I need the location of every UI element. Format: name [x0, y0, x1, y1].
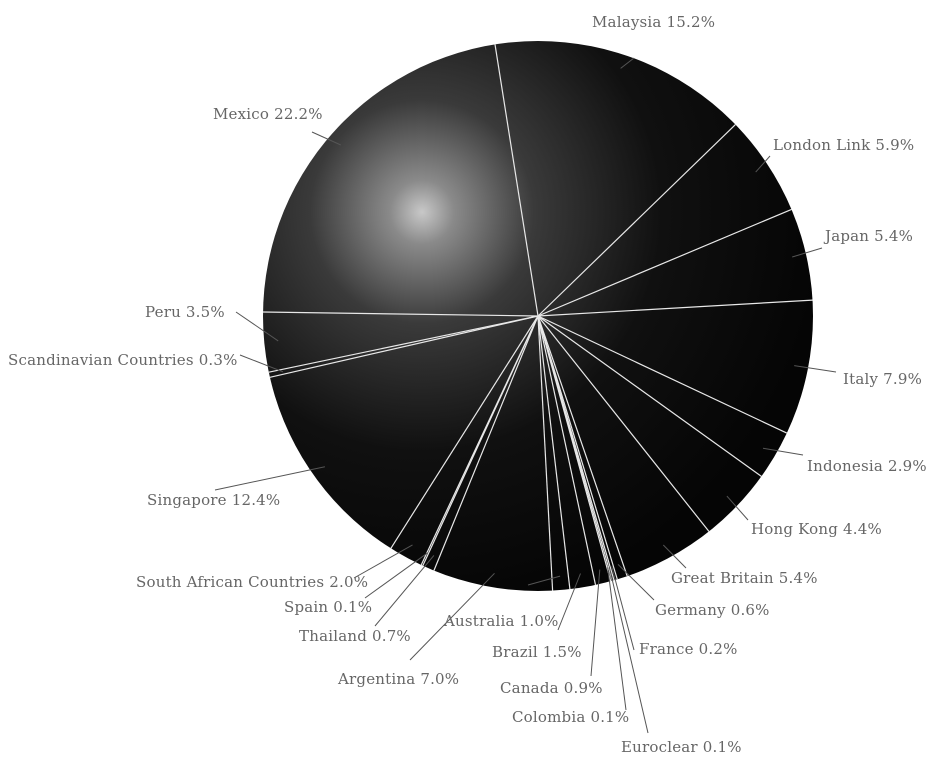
leader-colombia — [607, 567, 627, 711]
label-euroclear: Euroclear 0.1% — [621, 738, 742, 756]
leader-great-britain — [662, 544, 687, 569]
slice-dividers — [262, 44, 813, 591]
slice-germany — [537, 315, 628, 577]
slice-south-african-countries — [420, 315, 539, 566]
label-australia: Australia 1.0% — [443, 612, 559, 630]
slice-london-link — [537, 124, 736, 317]
leader-south-african-countries — [353, 544, 413, 579]
label-hong-kong: Hong Kong 4.4% — [751, 520, 882, 538]
leader-thailand — [374, 555, 435, 627]
slice-italy — [537, 299, 813, 317]
slice-scandinavian-countries — [269, 315, 539, 378]
leader-malaysia — [620, 57, 635, 69]
leader-peru — [235, 311, 279, 342]
leader-brazil — [557, 573, 581, 631]
slice-japan — [537, 208, 792, 317]
leader-spain — [364, 552, 429, 599]
label-brazil: Brazil 1.5% — [492, 643, 582, 661]
slice-singapore — [390, 315, 539, 549]
slice-thailand — [433, 315, 539, 571]
leader-scandinavian-countries — [239, 354, 284, 373]
label-peru: Peru 3.5% — [145, 303, 225, 321]
slice-argentina — [537, 315, 554, 591]
slice-indonesia — [537, 315, 788, 434]
leader-germany — [617, 564, 655, 601]
label-mexico: Mexico 22.2% — [213, 105, 323, 123]
slice-canada — [537, 315, 612, 582]
slice-malaysia — [494, 44, 539, 317]
slice-great-britain — [537, 315, 710, 532]
label-great-britain: Great Britain 5.4% — [671, 569, 818, 587]
label-scandinavian-countries: Scandinavian Countries 0.3% — [8, 351, 238, 369]
slice-australia — [537, 315, 571, 590]
slice-labels: Malaysia 15.2% London Link 5.9% Japan 5.4%… — [8, 13, 927, 756]
slice-mexico — [262, 311, 539, 317]
label-london-link: London Link 5.9% — [773, 136, 914, 154]
label-leader-lines — [214, 57, 837, 734]
leader-japan — [792, 247, 823, 258]
slice-brazil — [537, 315, 597, 586]
label-malaysia: Malaysia 15.2% — [592, 13, 715, 31]
leader-indonesia — [762, 447, 804, 456]
slice-peru — [268, 315, 539, 373]
leader-australia — [527, 575, 561, 586]
label-italy: Italy 7.9% — [843, 370, 922, 388]
leader-london-link — [755, 155, 771, 173]
slice-hong-kong — [537, 315, 762, 477]
label-south-african-countries: South African Countries 2.0% — [136, 573, 368, 591]
label-germany: Germany 0.6% — [655, 601, 770, 619]
label-colombia: Colombia 0.1% — [512, 708, 629, 726]
label-indonesia: Indonesia 2.9% — [807, 457, 927, 475]
leader-euroclear — [608, 566, 649, 734]
leader-mexico — [311, 131, 342, 146]
label-argentina: Argentina 7.0% — [337, 670, 459, 688]
label-japan: Japan 5.4% — [823, 227, 913, 245]
label-spain: Spain 0.1% — [284, 598, 372, 616]
leader-hong-kong — [726, 495, 749, 521]
leader-canada — [590, 569, 601, 677]
leader-argentina — [409, 572, 495, 661]
leader-singapore — [214, 466, 326, 491]
leader-italy — [794, 365, 837, 373]
label-france: France 0.2% — [639, 640, 738, 658]
label-thailand: Thailand 0.7% — [299, 627, 411, 645]
label-canada: Canada 0.9% — [500, 679, 603, 697]
leader-france — [611, 566, 635, 651]
label-singapore: Singapore 12.4% — [147, 491, 280, 509]
